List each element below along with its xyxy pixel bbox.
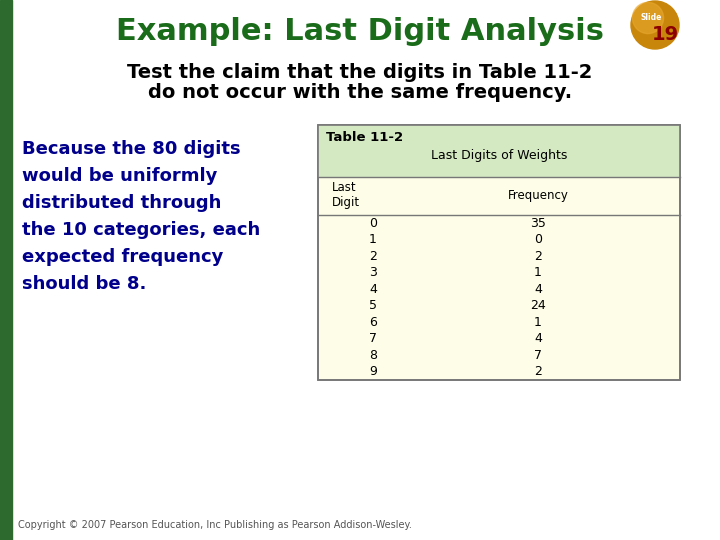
Circle shape (631, 1, 679, 49)
Circle shape (632, 2, 664, 33)
Text: 4: 4 (534, 332, 542, 345)
Text: Slide: Slide (640, 14, 662, 23)
Text: should be 8.: should be 8. (22, 275, 146, 293)
Text: Last
Digit: Last Digit (332, 181, 360, 209)
Text: 7: 7 (369, 332, 377, 345)
Text: the 10 categories, each: the 10 categories, each (22, 221, 260, 239)
Text: 1: 1 (369, 233, 377, 246)
Text: 4: 4 (369, 283, 377, 296)
Text: 1: 1 (534, 316, 542, 329)
Bar (0, 0, 12, 540)
Text: Copyright © 2007 Pearson Education, Inc Publishing as Pearson Addison-Wesley.: Copyright © 2007 Pearson Education, Inc … (18, 520, 412, 530)
Text: 1: 1 (534, 266, 542, 279)
Text: would be uniformly: would be uniformly (22, 167, 217, 185)
Text: expected frequency: expected frequency (22, 248, 223, 266)
Text: Frequency: Frequency (508, 189, 568, 202)
Text: 8: 8 (369, 349, 377, 362)
Text: Last Digits of Weights: Last Digits of Weights (431, 149, 567, 162)
Text: 9: 9 (369, 365, 377, 378)
Text: 35: 35 (530, 217, 546, 230)
Bar (318, 125, 680, 380)
Text: Test the claim that the digits in Table 11-2: Test the claim that the digits in Table … (127, 63, 593, 82)
Text: 2: 2 (369, 249, 377, 263)
Text: 0: 0 (369, 217, 377, 230)
Text: Example: Last Digit Analysis: Example: Last Digit Analysis (116, 17, 604, 46)
Text: 7: 7 (534, 349, 542, 362)
Text: 2: 2 (534, 249, 542, 263)
Text: 4: 4 (534, 283, 542, 296)
Bar (318, 125, 680, 177)
Text: Because the 80 digits: Because the 80 digits (22, 140, 240, 158)
Text: 24: 24 (530, 299, 546, 312)
Bar (318, 125, 680, 380)
Text: 6: 6 (369, 316, 377, 329)
Text: Table 11-2: Table 11-2 (326, 131, 403, 144)
Text: 3: 3 (369, 266, 377, 279)
Text: distributed through: distributed through (22, 194, 221, 212)
Text: 0: 0 (534, 233, 542, 246)
Text: 19: 19 (652, 24, 678, 44)
Text: 2: 2 (534, 365, 542, 378)
Text: 5: 5 (369, 299, 377, 312)
Text: do not occur with the same frequency.: do not occur with the same frequency. (148, 84, 572, 103)
